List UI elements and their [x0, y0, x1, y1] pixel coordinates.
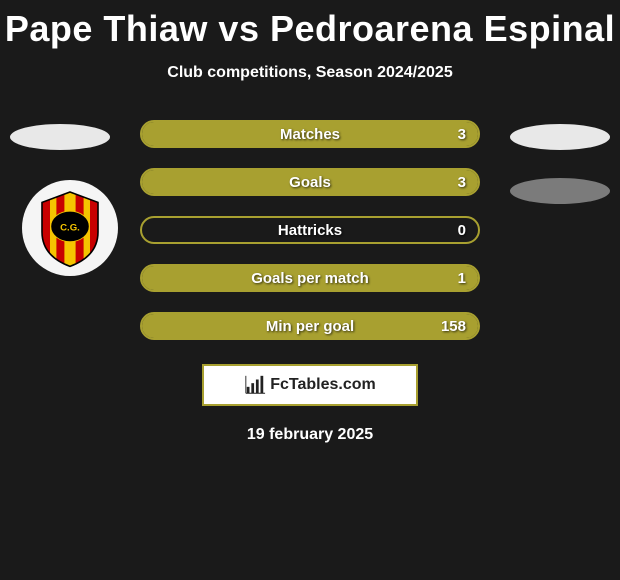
stat-row: Matches 3: [140, 120, 480, 148]
stat-label: Min per goal: [266, 318, 354, 335]
stat-row: Min per goal 158: [140, 312, 480, 340]
stat-value: 3: [458, 174, 466, 191]
subtitle: Club competitions, Season 2024/2025: [0, 64, 620, 82]
stat-label: Hattricks: [278, 222, 342, 239]
ellipse-bottom-right: [510, 178, 610, 204]
stat-label: Goals: [289, 174, 331, 191]
stat-value: 158: [441, 318, 466, 335]
ellipse-top-left: [10, 124, 110, 150]
stat-row: Goals 3: [140, 168, 480, 196]
brand-text: FcTables.com: [270, 376, 376, 394]
stat-row: Hattricks 0: [140, 216, 480, 244]
club-logo: C.G.: [22, 180, 118, 276]
stat-label: Matches: [280, 126, 340, 143]
svg-text:C.G.: C.G.: [60, 222, 80, 233]
stat-row: Goals per match 1: [140, 264, 480, 292]
stat-value: 0: [458, 222, 466, 239]
stat-value: 1: [458, 270, 466, 287]
page-title: Pape Thiaw vs Pedroarena Espinal: [0, 0, 620, 50]
bar-chart-icon: [244, 374, 266, 396]
stat-value: 3: [458, 126, 466, 143]
stat-label: Goals per match: [251, 270, 369, 287]
ellipse-top-right: [510, 124, 610, 150]
date-text: 19 february 2025: [0, 426, 620, 444]
brand-box[interactable]: FcTables.com: [202, 364, 418, 406]
club-crest-icon: C.G.: [30, 188, 110, 268]
